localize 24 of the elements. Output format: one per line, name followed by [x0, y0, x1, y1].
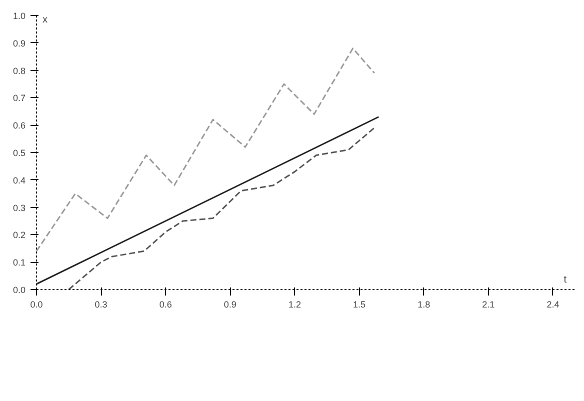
y-tick-label: 0.7 [12, 93, 26, 104]
x-tick-label: 0.9 [224, 300, 236, 310]
x-tick-label: 1.5 [353, 300, 366, 310]
line-series [36, 48, 376, 252]
y-tick-label: 0.5 [12, 148, 26, 158]
x-tick-label: 0.6 [159, 300, 172, 310]
x-tick-label: 2.4 [546, 300, 560, 310]
y-tick-label: 0.0 [12, 285, 26, 295]
y-tick-label: 0.8 [12, 66, 26, 76]
y-tick-label: 0.2 [12, 230, 26, 240]
y-tick-label: 0.1 [12, 258, 26, 268]
y-axis-title: x [42, 14, 48, 26]
y-tick-label: 1.0 [12, 11, 26, 21]
line-series [68, 127, 376, 290]
x-tick-label: 1.2 [288, 300, 301, 310]
y-tick-label: 0.3 [12, 202, 26, 213]
y-tick-label: 0.4 [12, 175, 26, 186]
x-tick-label: 0.0 [30, 300, 43, 310]
x-axis-title: t [564, 274, 567, 286]
x-tick-label: 1.8 [418, 300, 430, 310]
y-tick-label: 0.6 [12, 120, 26, 131]
y-tick-label: 0.9 [12, 38, 26, 48]
x-tick-label: 2.1 [482, 300, 495, 310]
x-tick-label: 0.3 [94, 300, 108, 310]
